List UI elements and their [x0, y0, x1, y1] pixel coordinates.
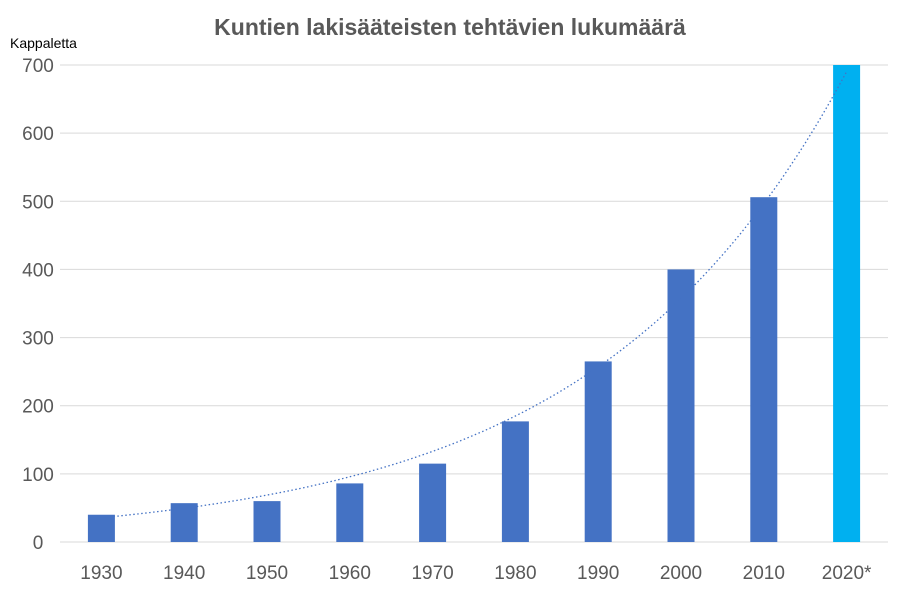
x-tick-label: 1960 [329, 563, 371, 584]
bar-1990 [584, 361, 612, 542]
x-tick-label: 1970 [411, 563, 453, 584]
bar-2010 [750, 197, 778, 542]
y-tick-label: 200 [22, 397, 54, 418]
y-tick-label: 600 [22, 124, 54, 145]
x-tick-label: 1990 [577, 563, 619, 584]
bar-1970 [419, 463, 447, 542]
bar-2020 [833, 65, 861, 542]
x-tick-label: 1980 [494, 563, 536, 584]
bar-2000 [667, 269, 695, 542]
bar-1980 [501, 421, 529, 542]
y-tick-label: 400 [22, 260, 54, 281]
chart-title: Kuntien lakisääteisten tehtävien lukumää… [214, 14, 686, 40]
y-axis-unit-label: Kappaletta [10, 35, 77, 51]
x-tick-label: 1950 [246, 563, 288, 584]
y-tick-label: 0 [33, 533, 44, 554]
x-tick-label: 1930 [80, 563, 122, 584]
bar-1930 [87, 514, 115, 542]
x-tick-label: 2010 [743, 563, 785, 584]
bar-1950 [253, 501, 281, 542]
trendline [101, 71, 848, 519]
y-tick-label: 700 [22, 56, 54, 77]
bar-1960 [336, 483, 364, 542]
x-tick-label: 2020* [822, 563, 872, 584]
y-tick-label: 100 [22, 465, 54, 486]
y-tick-label: 300 [22, 329, 54, 350]
x-tick-label: 1940 [163, 563, 205, 584]
bar-1940 [170, 503, 198, 542]
y-tick-label: 500 [22, 192, 54, 213]
x-tick-label: 2000 [660, 563, 702, 584]
